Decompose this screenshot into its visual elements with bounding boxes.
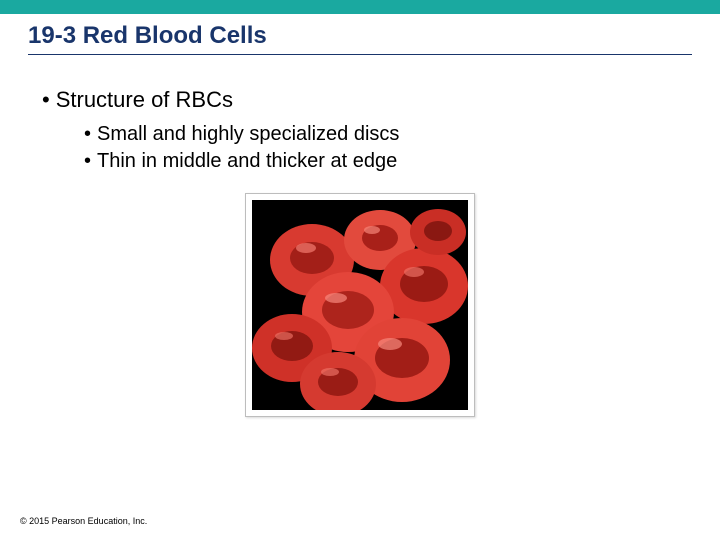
bullet-lvl1-text: Structure of RBCs xyxy=(56,87,233,112)
content-area: •Structure of RBCs •Small and highly spe… xyxy=(0,87,720,422)
bullet-lvl2-text: Small and highly specialized discs xyxy=(97,123,399,145)
bullet-icon: • xyxy=(42,87,50,112)
header-accent-bar xyxy=(0,0,720,14)
bullet-lvl1: •Structure of RBCs xyxy=(28,87,692,113)
bullet-icon: • xyxy=(84,123,91,145)
page-title: 19-3 Red Blood Cells xyxy=(0,14,720,54)
red-blood-cells-image xyxy=(252,200,468,410)
copyright-text: © 2015 Pearson Education, Inc. xyxy=(20,516,147,526)
bullet-icon: • xyxy=(84,150,91,172)
rbc-cell xyxy=(410,209,466,255)
image-frame xyxy=(245,193,475,417)
bullet-lvl2-text: Thin in middle and thicker at edge xyxy=(97,150,397,172)
image-container xyxy=(28,193,692,422)
bullet-lvl2: • Small and highly specialized discs xyxy=(28,121,692,148)
bullet-lvl2: • Thin in middle and thicker at edge xyxy=(28,148,692,175)
title-divider xyxy=(28,54,692,55)
